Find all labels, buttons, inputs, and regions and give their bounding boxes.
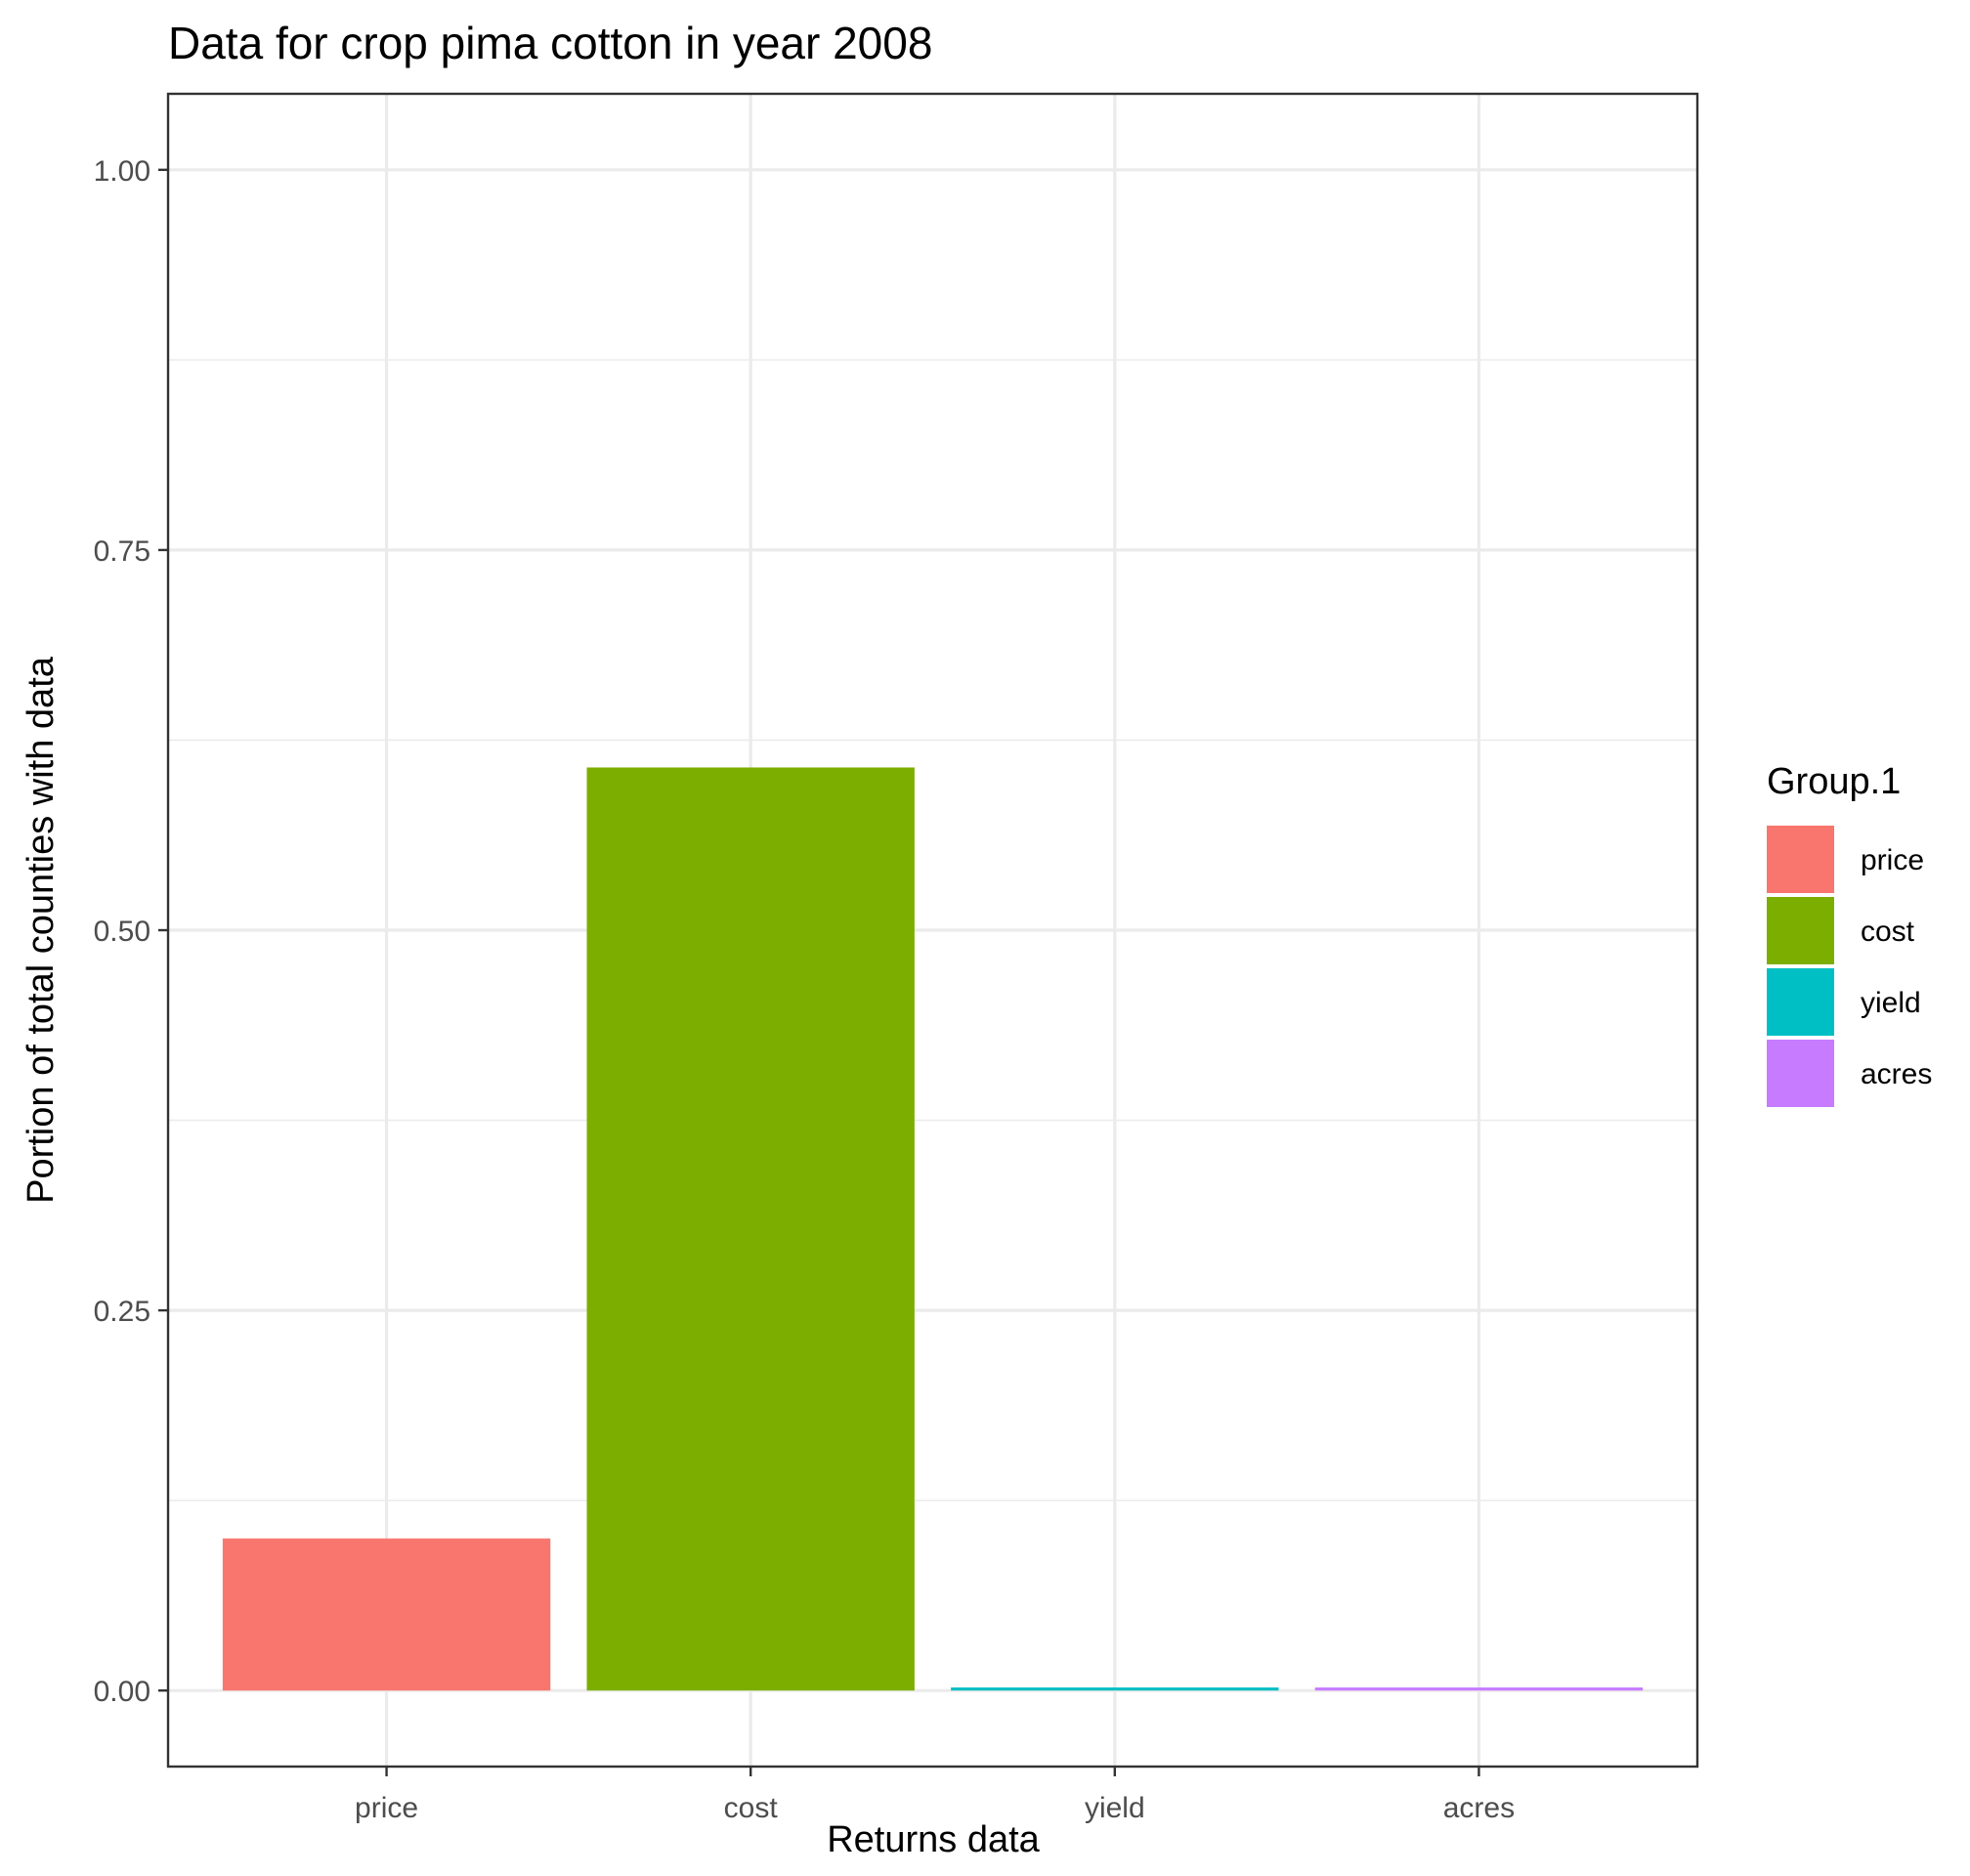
legend-label-yield: yield	[1861, 987, 1921, 1019]
bars	[222, 767, 1644, 1691]
y-tick-label: 0.75	[94, 535, 150, 568]
bar-acres	[1314, 1687, 1644, 1691]
y-axis: 0.00 0.25 0.50 0.75 1.00	[94, 155, 168, 1708]
legend-label-acres: acres	[1861, 1058, 1932, 1090]
legend-label-cost: cost	[1861, 916, 1915, 948]
y-tick-label: 0.25	[94, 1296, 150, 1328]
legend-items: price cost yield acres	[1767, 826, 1932, 1107]
bar-yield	[951, 1687, 1279, 1691]
chart-title: Data for crop pima cotton in year 2008	[168, 18, 932, 68]
x-tick-label: yield	[1085, 1792, 1145, 1824]
x-axis: price cost yield acres	[355, 1767, 1515, 1824]
legend: Group.1 price cost yield acres	[1767, 761, 1932, 1107]
x-tick-label: acres	[1443, 1792, 1515, 1824]
y-tick-label: 1.00	[94, 155, 150, 188]
y-axis-title: Portion of total counties with data	[21, 656, 62, 1204]
legend-key-yield	[1767, 968, 1834, 1036]
legend-key-price	[1767, 826, 1834, 893]
y-tick-label: 0.00	[94, 1676, 150, 1708]
minor-gridlines	[168, 359, 1697, 1502]
legend-key-cost	[1767, 897, 1834, 964]
x-tick-label: price	[355, 1792, 418, 1824]
x-axis-title: Returns data	[827, 1819, 1040, 1860]
bar-price	[222, 1538, 551, 1691]
y-tick-label: 0.50	[94, 916, 150, 948]
legend-label-price: price	[1861, 844, 1924, 876]
legend-key-acres	[1767, 1040, 1834, 1107]
legend-title: Group.1	[1767, 761, 1901, 802]
bar-cost	[586, 767, 915, 1691]
plot-panel	[166, 92, 1699, 1769]
x-tick-label: cost	[724, 1792, 779, 1824]
